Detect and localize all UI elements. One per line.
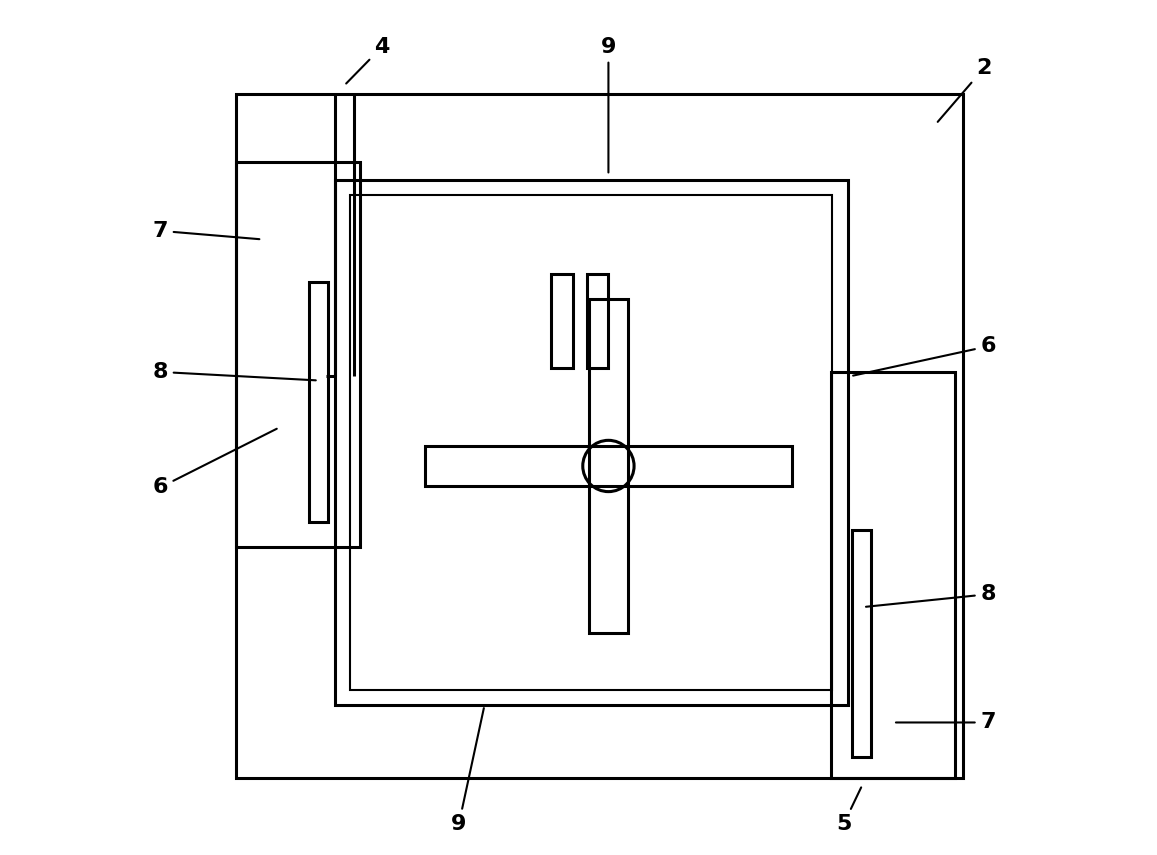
Text: 9: 9 [451,708,484,834]
Bar [587,274,609,368]
Text: 2: 2 [937,58,992,122]
Bar [334,180,848,705]
Bar [236,94,964,778]
Text: 9: 9 [600,37,617,173]
Bar [551,274,573,368]
Text: 7: 7 [153,221,259,241]
Bar [831,372,955,778]
Bar [351,195,832,690]
Text: 7: 7 [896,712,996,733]
Bar [589,299,628,633]
Bar [425,446,793,486]
Text: 5: 5 [835,787,861,834]
Bar [852,530,871,757]
Text: 6: 6 [853,336,996,375]
Bar [236,162,361,547]
Text: 8: 8 [865,584,996,607]
Text: 6: 6 [153,428,277,498]
Text: 4: 4 [346,37,390,84]
Bar [309,282,327,522]
Text: 8: 8 [153,362,316,382]
